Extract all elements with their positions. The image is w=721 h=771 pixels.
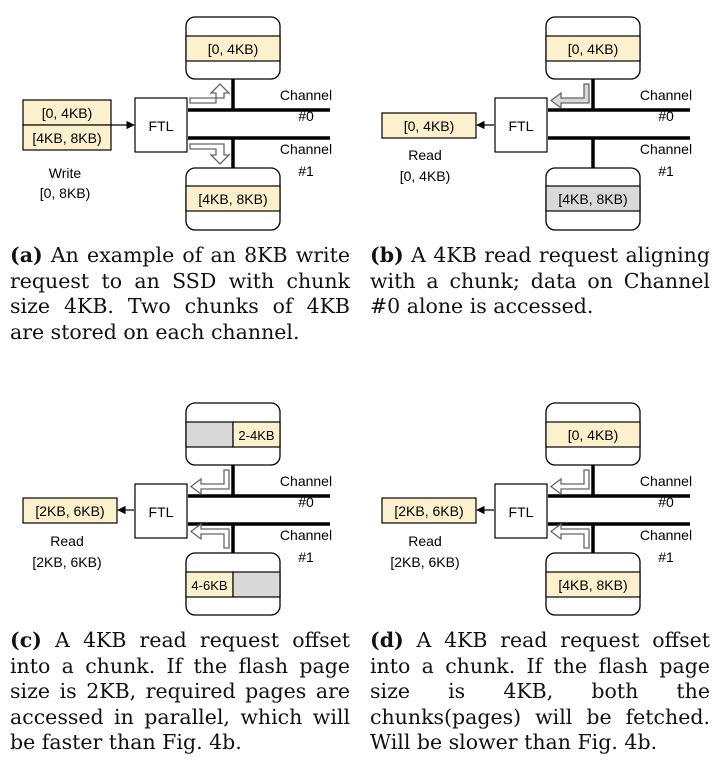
panel-b: [0, 4KB) [4KB, 8KB) FTL [0, 4KB) Read [0… bbox=[381, 16, 692, 231]
ftl-label: FTL bbox=[149, 504, 174, 520]
chunk-top bbox=[185, 35, 281, 62]
caption-b-text: A 4KB read request aligning with a chunk… bbox=[370, 243, 710, 318]
ftl-label: FTL bbox=[509, 504, 534, 520]
request-top-label: [0, 4KB) bbox=[42, 105, 93, 121]
request-label: [0, 4KB) bbox=[404, 118, 455, 134]
channel-1-number: #1 bbox=[298, 549, 314, 565]
channel-1-label: Channel bbox=[640, 141, 692, 157]
figure-diagram: [0, 4KB) [4KB, 8KB) FTL [0, 4KB) [4KB, 8… bbox=[22, 16, 692, 616]
page-grey-bottom bbox=[232, 571, 281, 598]
request-block-bottom bbox=[22, 124, 112, 151]
channel-0-label: Channel bbox=[280, 87, 332, 103]
chunk-bottom bbox=[545, 185, 641, 212]
chunk-top bbox=[545, 421, 641, 448]
channel-0-label: Channel bbox=[280, 473, 332, 489]
caption-a-text: An example of an 8KB write request to an… bbox=[10, 243, 350, 344]
chunk-top bbox=[232, 421, 281, 448]
chunk-bottom-label: [4KB, 8KB) bbox=[558, 191, 627, 207]
op-label-2: [0, 8KB) bbox=[40, 185, 91, 201]
op-label-1: Read bbox=[408, 533, 441, 549]
op-label-1: Read bbox=[408, 147, 441, 163]
channel-1-number: #1 bbox=[658, 549, 674, 565]
channel-1-number: #1 bbox=[658, 163, 674, 179]
request-block-top bbox=[22, 99, 112, 126]
hollow-arrow-up-left-icon bbox=[549, 522, 590, 549]
op-label-2: [2KB, 6KB) bbox=[390, 554, 459, 570]
chunk-bottom-label: 4-6KB bbox=[191, 578, 227, 593]
channel-0-number: #0 bbox=[298, 494, 314, 510]
hollow-arrow-up-left-icon bbox=[189, 522, 230, 549]
caption-a: (a) An example of an 8KB write request t… bbox=[10, 243, 350, 345]
chunk-bottom bbox=[545, 571, 641, 598]
ftl-label: FTL bbox=[149, 118, 174, 134]
request-label: [2KB, 6KB) bbox=[394, 503, 463, 519]
caption-d: (d) A 4KB read request offset into a chu… bbox=[370, 628, 710, 756]
hollow-arrow-down-left-icon bbox=[549, 83, 590, 110]
caption-a-label: (a) bbox=[10, 243, 43, 267]
hollow-arrow-down-left-icon bbox=[549, 469, 590, 496]
request-label: [2KB, 6KB) bbox=[35, 503, 104, 519]
caption-c-text: A 4KB read request offset into a chunk. … bbox=[10, 628, 350, 754]
ftl-box bbox=[134, 483, 188, 539]
chunk-top-label: [0, 4KB) bbox=[568, 427, 619, 443]
op-label-2: [0, 4KB) bbox=[400, 168, 451, 184]
ftl-label: FTL bbox=[509, 118, 534, 134]
panel-c: 2-4KB 4-6KB FTL [2KB, 6KB) Read [2KB, 6K… bbox=[22, 402, 332, 616]
caption-c: (c) A 4KB read request offset into a chu… bbox=[10, 628, 350, 756]
chunk-top-label: 2-4KB bbox=[238, 428, 274, 443]
ftl-box bbox=[494, 97, 548, 153]
request-block bbox=[381, 112, 477, 139]
chunk-top-label: [0, 4KB) bbox=[568, 41, 619, 57]
request-block bbox=[22, 497, 118, 524]
op-label-2: [2KB, 6KB) bbox=[32, 554, 101, 570]
chunk-bottom-label: [4KB, 8KB) bbox=[558, 577, 627, 593]
page-grey-top bbox=[185, 421, 234, 448]
channel-1-label: Channel bbox=[280, 141, 332, 157]
chunk-bottom-label: [4KB, 8KB) bbox=[198, 191, 267, 207]
caption-d-label: (d) bbox=[370, 628, 404, 652]
channel-1-number: #1 bbox=[298, 163, 314, 179]
chunk-top-label: [0, 4KB) bbox=[208, 41, 259, 57]
channel-0-number: #0 bbox=[658, 494, 674, 510]
channel-0-number: #0 bbox=[298, 108, 314, 124]
hollow-arrow-down-left-icon bbox=[189, 469, 230, 496]
chunk-top bbox=[545, 35, 641, 62]
caption-c-label: (c) bbox=[10, 628, 42, 652]
caption-b: (b) A 4KB read request aligning with a c… bbox=[370, 243, 710, 320]
channel-0-label: Channel bbox=[640, 87, 692, 103]
panel-a: [0, 4KB) [4KB, 8KB) FTL [0, 4KB) [4KB, 8… bbox=[22, 16, 332, 231]
op-label-1: Write bbox=[49, 165, 82, 181]
ftl-box bbox=[494, 483, 548, 539]
request-block bbox=[381, 497, 477, 524]
channel-1-label: Channel bbox=[280, 527, 332, 543]
request-bottom-label: [4KB, 8KB) bbox=[32, 130, 101, 146]
panel-d: [0, 4KB) [4KB, 8KB) FTL [2KB, 6KB) Read … bbox=[381, 402, 692, 616]
hollow-arrow-down-icon bbox=[189, 143, 231, 165]
channel-1-label: Channel bbox=[640, 527, 692, 543]
chunk-bottom bbox=[185, 185, 281, 212]
channel-0-label: Channel bbox=[640, 473, 692, 489]
caption-d-text: A 4KB read request offset into a chunk. … bbox=[370, 628, 710, 754]
channel-0-number: #0 bbox=[658, 108, 674, 124]
hollow-arrow-up-icon bbox=[189, 83, 231, 104]
ftl-box bbox=[134, 97, 188, 153]
op-label-1: Read bbox=[50, 533, 83, 549]
caption-b-label: (b) bbox=[370, 243, 404, 267]
